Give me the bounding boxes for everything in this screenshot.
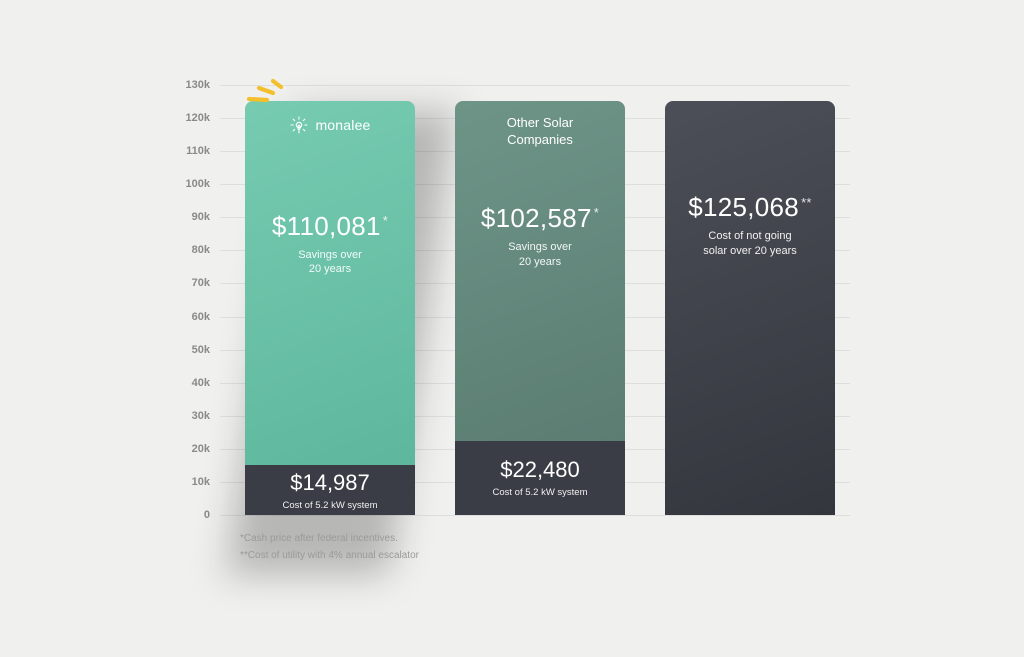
cost-sublabel: Cost of 5.2 kW system	[455, 487, 625, 498]
y-axis-label: 120k	[170, 112, 210, 124]
savings-value: $110,081*	[245, 211, 415, 242]
footnotes: *Cash price after federal incentives. **…	[240, 530, 419, 564]
y-axis-label: 50k	[170, 344, 210, 356]
bars-container: $14,987 Cost of 5.2 kW system monalee $110,…	[220, 85, 850, 515]
y-axis-label: 40k	[170, 377, 210, 389]
savings-sublabel: Savings over20 years	[245, 248, 415, 278]
y-axis-label: 110k	[170, 145, 210, 157]
bar-no-solar: $125,068** Cost of not goingsolar over 20…	[665, 101, 835, 515]
logo-text: monalee	[315, 117, 370, 135]
y-axis-label: 70k	[170, 277, 210, 289]
cost-value: $22,480	[455, 457, 625, 483]
y-axis-label: 90k	[170, 211, 210, 223]
y-axis-label: 20k	[170, 443, 210, 455]
bar-monalee: $14,987 Cost of 5.2 kW system monalee $110,…	[245, 101, 415, 515]
bar-value-block: $110,081* Savings over20 years	[245, 211, 415, 278]
cost-sublabel: Cost of 5.2 kW system	[245, 500, 415, 511]
y-axis-label: 30k	[170, 410, 210, 422]
bar-value-block: $102,587* Savings over20 years	[455, 203, 625, 270]
y-axis-labels: 010k20k30k40k50k60k70k80k90k100k110k120k…	[170, 85, 210, 515]
savings-sublabel: Cost of not goingsolar over 20 years	[665, 229, 835, 259]
bar-cost-section: $14,987 Cost of 5.2 kW system	[245, 465, 415, 515]
savings-sublabel: Savings over20 years	[455, 240, 625, 270]
bar-header-text: Other SolarCompanies	[507, 115, 573, 148]
y-axis-label: 10k	[170, 476, 210, 488]
accent-strokes-icon	[243, 75, 289, 109]
bar-header: monalee	[245, 115, 415, 135]
cost-value: $14,987	[245, 470, 415, 496]
monalee-logo: monalee	[289, 115, 370, 135]
y-axis-label: 100k	[170, 178, 210, 190]
y-axis-label: 60k	[170, 311, 210, 323]
monalee-logo-icon	[289, 115, 309, 135]
y-axis-label: 130k	[170, 79, 210, 91]
savings-value: $102,587*	[455, 203, 625, 234]
bar-value-block: $125,068** Cost of not goingsolar over 20…	[665, 192, 835, 259]
footnote-2: **Cost of utility with 4% annual escalat…	[240, 547, 419, 564]
bar-cost-section: $22,480 Cost of 5.2 kW system	[455, 441, 625, 515]
bar-header: Other SolarCompanies	[455, 115, 625, 148]
y-axis-label: 0	[170, 509, 210, 521]
footnote-1: *Cash price after federal incentives.	[240, 530, 419, 547]
bar-other-solar: $22,480 Cost of 5.2 kW system Other SolarC…	[455, 101, 625, 515]
y-axis-label: 80k	[170, 244, 210, 256]
savings-value: $125,068**	[665, 192, 835, 223]
